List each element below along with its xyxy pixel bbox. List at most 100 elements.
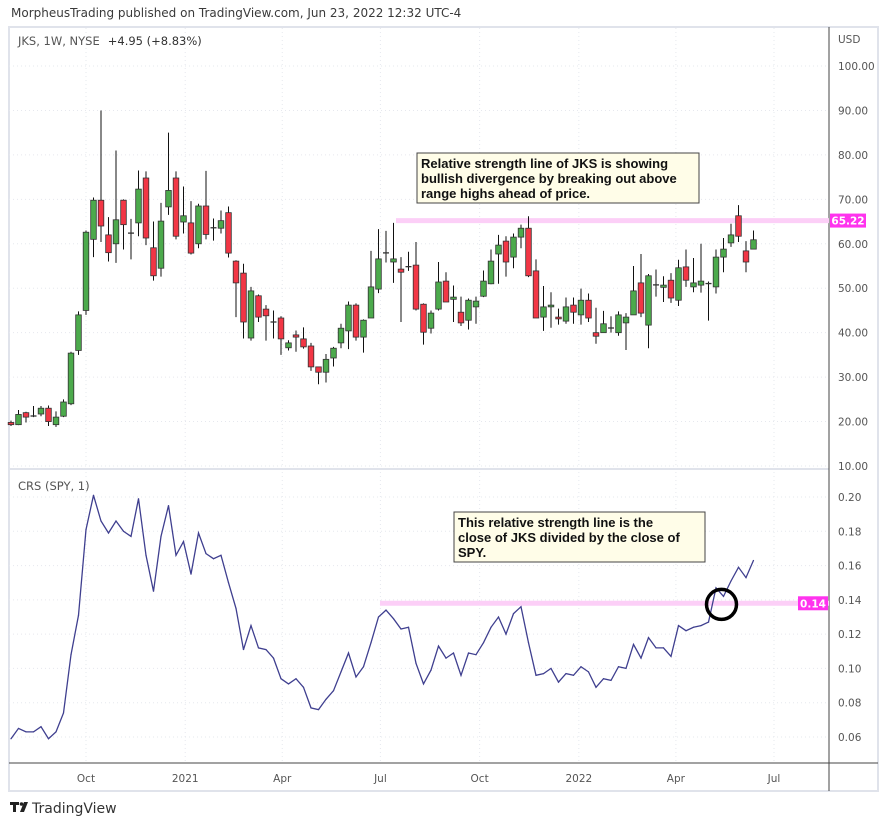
candle-body (562, 306, 570, 322)
crs-tick-label: 0.12 (838, 629, 861, 641)
crs-point (145, 554, 147, 556)
candle-body (735, 215, 742, 237)
price-tick-label: 60.00 (838, 239, 868, 251)
candle (577, 288, 585, 325)
candle-body (232, 260, 240, 284)
crs-point (325, 698, 327, 700)
candle (128, 218, 134, 260)
candle (637, 254, 645, 318)
candle (67, 351, 75, 406)
crs-point (302, 686, 305, 688)
crs-point (280, 678, 282, 680)
candle-body (150, 247, 157, 277)
crs-line-tag-label: 0.14 (800, 598, 826, 610)
candle (337, 323, 345, 349)
crs-point (70, 654, 72, 656)
price-note-line: range highs ahead of price. (421, 186, 590, 201)
candle-body (547, 304, 555, 308)
candle-body (330, 347, 337, 359)
crs-series (10, 494, 755, 740)
crs-point (557, 681, 560, 683)
candle-body (525, 227, 532, 277)
candle-body (187, 222, 195, 254)
candle (157, 202, 165, 277)
candle-body (45, 407, 52, 422)
price-tick-label: 80.00 (838, 150, 868, 162)
crs-point (92, 494, 95, 496)
candle-body (412, 264, 420, 310)
candle (150, 221, 157, 281)
crs-point (347, 652, 350, 654)
crs-point (437, 645, 440, 647)
candle-body (322, 358, 330, 373)
published-header: MorpheusTrading published on TradingView… (11, 6, 461, 20)
candle-body (682, 266, 690, 281)
candle (367, 250, 375, 319)
candle (210, 218, 217, 241)
price-annotation[interactable]: Relative strength line of JKS is showing… (416, 152, 700, 204)
candle (630, 266, 637, 316)
crs-point (152, 590, 155, 592)
candle-body (630, 290, 637, 316)
candle (270, 310, 277, 339)
candle-body (457, 311, 465, 324)
candle (225, 206, 232, 258)
symbol-legend[interactable]: JKS, 1W, NYSE (17, 34, 100, 48)
crs-point (332, 690, 335, 692)
candle-body (427, 312, 435, 329)
time-tick-label: 2022 (565, 773, 592, 785)
candle (667, 273, 675, 303)
candle-body (165, 190, 172, 208)
crs-point (55, 731, 57, 733)
candle (180, 186, 187, 234)
candle-body (300, 338, 307, 348)
candle (292, 330, 300, 352)
crs-point (242, 648, 245, 651)
candle (97, 110, 105, 242)
crs-annotation[interactable]: This relative strength line is the close… (453, 511, 706, 563)
indicator-legend[interactable]: CRS (SPY, 1) (18, 479, 90, 493)
candle (600, 310, 607, 334)
crs-point (190, 573, 192, 575)
crs-point (107, 532, 110, 534)
candle-body (690, 282, 697, 288)
candle-body (495, 244, 502, 255)
candle-body (675, 267, 682, 301)
candle (705, 281, 712, 321)
candlestick-series (7, 110, 757, 427)
candle-body (420, 303, 427, 333)
crs-tick-label: 0.14 (838, 595, 862, 607)
candle-body (570, 304, 577, 313)
candle-body (97, 199, 105, 227)
crs-point (137, 498, 140, 500)
candle (90, 197, 97, 258)
candle-body (435, 281, 442, 310)
crs-point (182, 540, 185, 543)
candle-body (217, 220, 225, 229)
candle-body (592, 332, 600, 337)
candle-body (60, 401, 67, 417)
crs-point (257, 647, 260, 649)
candle-body (450, 296, 457, 300)
candle-body (262, 308, 270, 317)
crs-point (752, 559, 755, 562)
crs-tick-label: 0.06 (838, 732, 862, 744)
candle (285, 340, 292, 351)
candle (345, 301, 352, 350)
price-change: +4.95 (+8.83%) (108, 34, 202, 48)
crs-point (550, 667, 552, 670)
crs-point (610, 679, 612, 682)
candle-body (157, 220, 165, 269)
price-line-tag (830, 213, 866, 228)
breakout-circle-annotation[interactable] (704, 587, 739, 622)
crs-point (415, 662, 417, 664)
candle-body (352, 304, 360, 338)
candle-body (712, 256, 720, 288)
candle-body (637, 282, 645, 314)
tradingview-logo[interactable]: TradingView (10, 801, 117, 817)
crs-point (100, 520, 102, 522)
candle (322, 354, 330, 383)
crs-point (10, 738, 12, 740)
candle-body (615, 314, 622, 334)
